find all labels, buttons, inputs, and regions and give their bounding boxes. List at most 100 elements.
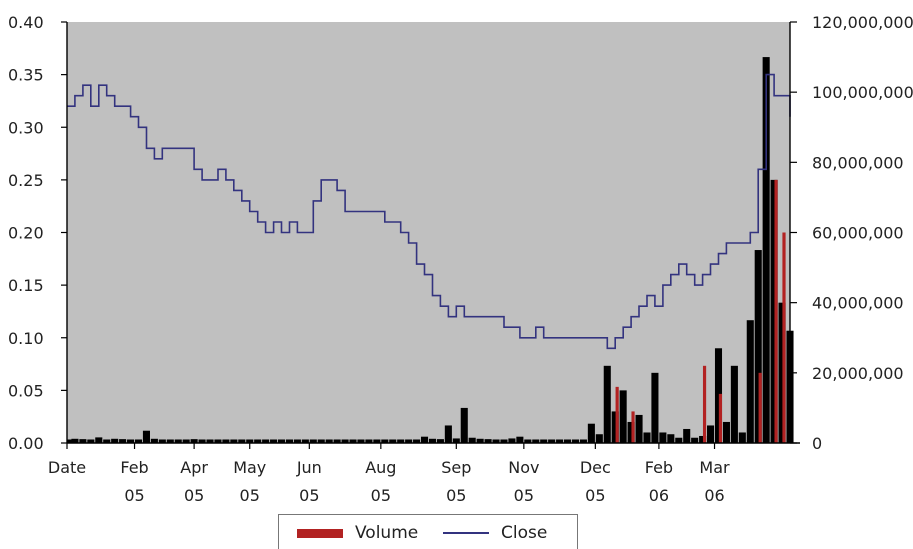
volume-bar [738,432,746,443]
volume-bar [254,439,262,443]
volume-bar [317,439,325,443]
volume-bar [134,439,143,443]
x-tick-label-year: 05 [371,486,391,505]
legend-item-close: Close [443,522,547,544]
x-tick-label: Aug [365,458,396,477]
right-tick-label: 0 [812,434,822,453]
right-tick-label: 20,000,000 [812,364,904,383]
left-tick-label: 0.10 [8,329,44,348]
volume-bar [500,439,508,443]
volume-bar [246,439,254,443]
volume-bar [87,439,95,443]
volume-bar [643,432,651,443]
left-tick-label: 0.35 [8,66,44,85]
right-tick-label: 60,000,000 [812,224,904,243]
volume-bar [627,421,635,443]
x-axis-ticks: Date Feb 05 Apr 05 May 05 Jun 05 Aug 05 Sep 05 Nov 05 D… [48,443,730,505]
left-tick-label: 0.15 [8,276,44,295]
volume-bar-secondary [782,232,786,443]
volume-bar [460,407,468,443]
volume-bar [190,439,198,443]
volume-bar [67,439,75,443]
legend: Volume Close [278,514,578,549]
volume-bar-secondary [615,386,619,443]
x-tick-label-year: 05 [184,486,204,505]
x-tick-label-year: 06 [704,486,724,505]
volume-bar [548,439,556,443]
volume-bar [166,439,174,443]
volume-bar [571,439,580,443]
volume-bar [420,436,429,443]
plot-area [67,22,790,443]
volume-bar [675,437,683,443]
volume-bar [564,439,572,443]
volume-bar-secondary [631,411,635,443]
volume-bar [111,438,119,443]
volume-bar [556,439,564,443]
volume-bar [778,302,786,443]
volume-bar [667,434,675,443]
volume-bar [722,421,730,443]
x-tick-label: Apr [180,458,208,477]
volume-bar [532,439,540,443]
volume-bar [603,365,611,443]
volume-bar [389,439,397,443]
volume-bar [71,438,79,443]
left-tick-label: 0.00 [8,434,44,453]
volume-bar [413,439,421,443]
volume-bar [452,438,460,443]
volume-bar [309,439,317,443]
volume-bar [595,434,603,443]
x-tick-label: May [233,458,266,477]
volume-bar [707,425,715,443]
right-tick-label: 80,000,000 [812,153,904,172]
left-tick-label: 0.40 [8,13,44,32]
volume-bar [142,430,150,443]
volume-bar [357,439,365,443]
volume-bar-secondary [758,372,762,443]
volume-bar [428,438,437,443]
volume-bar [476,438,484,443]
volume-bar [714,348,723,443]
volume-swatch [297,528,343,538]
x-tick-label: Dec [580,458,611,477]
volume-bar [699,435,707,443]
volume-bar-secondary [774,179,778,443]
right-axis-ticks: 0 20,000,000 40,000,000 60,000,000 80,000,00… [790,13,913,453]
volume-bar [444,425,452,443]
volume-bar [468,437,476,443]
volume-bar [635,414,643,443]
volume-bar [770,179,778,443]
volume-bar [262,439,270,443]
volume-bar [103,439,111,443]
x-tick-label: Nov [508,458,539,477]
volume-bar [659,432,667,443]
volume-series [67,57,794,443]
right-tick-label: 120,000,000 [812,13,913,32]
volume-bar [619,390,627,443]
volume-bar [333,439,341,443]
x-tick-label: Mar [699,458,730,477]
volume-bar [293,439,301,443]
volume-bar [285,439,293,443]
close-swatch [443,532,489,534]
left-tick-label: 0.30 [8,118,44,137]
volume-bar [270,439,278,443]
right-tick-label: 40,000,000 [812,294,904,313]
volume-bar [222,439,230,443]
x-tick-label: Sep [441,458,471,477]
volume-bar [182,439,190,443]
volume-bar [198,439,206,443]
x-tick-label-year: 05 [514,486,534,505]
volume-bar [381,439,389,443]
volume-bar [150,438,158,443]
volume-bar [754,250,762,443]
x-tick-label: Feb [645,458,673,477]
legend-item-volume: Volume [297,522,418,544]
volume-bar [587,423,595,443]
x-tick-label-year: 06 [649,486,669,505]
volume-bar [397,439,405,443]
x-tick-label-year: 05 [124,486,144,505]
volume-bar [405,439,413,443]
